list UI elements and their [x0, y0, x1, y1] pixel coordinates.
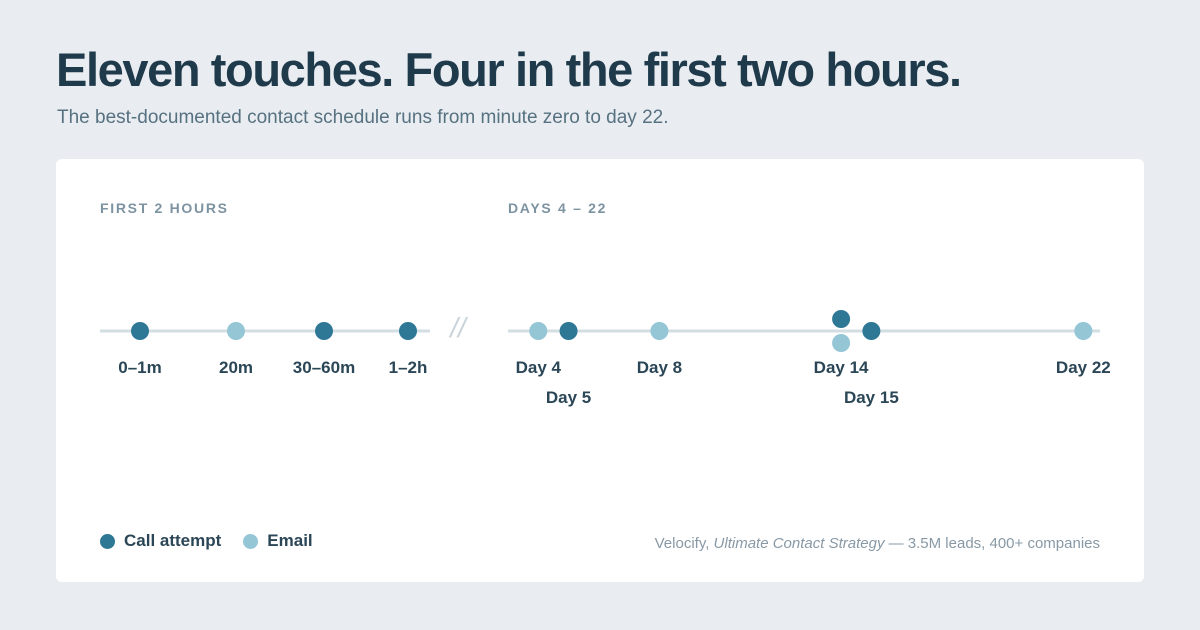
point-call [862, 322, 881, 340]
panel-label-days: DAYS 4 – 22 [508, 200, 608, 216]
tick-label: Day 22 [1056, 358, 1111, 377]
source-prefix: Velocify, [654, 535, 714, 552]
point-email [650, 322, 669, 340]
tick-label: 30–60m [293, 358, 355, 377]
page-subtitle: The best-documented contact schedule run… [57, 107, 669, 128]
tick-label: Day 5 [546, 388, 591, 407]
source-suffix: — 3.5M leads, 400+ companies [884, 535, 1100, 552]
tick-label: Day 14 [814, 358, 869, 377]
source-note: Velocify, Ultimate Contact Strategy — 3.… [655, 535, 1100, 552]
point-email [227, 322, 245, 340]
legend-item-email: Email [243, 531, 313, 551]
legend-swatch-email [243, 533, 259, 549]
point-email [1074, 322, 1093, 340]
point-email [832, 334, 851, 352]
page-title: Eleven touches. Four in the first two ho… [56, 43, 962, 96]
chart-legend: Call attempt Email [100, 531, 335, 551]
tick-label: Day 8 [637, 358, 682, 377]
tick-label: 0–1m [118, 358, 161, 377]
timeline-chart: 0–1m 20m 30–60m 1–2h // Day 4 Day 5 Day 8 Day 14… [100, 310, 1111, 407]
point-email [529, 322, 548, 340]
point-call [315, 322, 333, 340]
axis-break-mark: // [448, 312, 469, 343]
point-call [131, 322, 149, 340]
legend-swatch-call [100, 533, 115, 549]
legend-item-call: Call attempt [100, 531, 221, 551]
tick-label: 20m [219, 358, 253, 377]
point-call [559, 322, 578, 340]
tick-label: Day 4 [516, 358, 562, 377]
source-title: Ultimate Contact Strategy [713, 535, 885, 552]
legend-label-email: Email [267, 531, 313, 550]
tick-label: 1–2h [389, 358, 428, 377]
chart-card: FIRST 2 HOURS DAYS 4 – 22 0–1m 20m 30–60m 1… [56, 159, 1144, 582]
tick-label: Day 15 [844, 388, 899, 407]
point-call [399, 322, 417, 340]
legend-label-call: Call attempt [124, 531, 222, 550]
point-call [832, 310, 851, 328]
panel-label-first-hours: FIRST 2 HOURS [100, 200, 229, 216]
